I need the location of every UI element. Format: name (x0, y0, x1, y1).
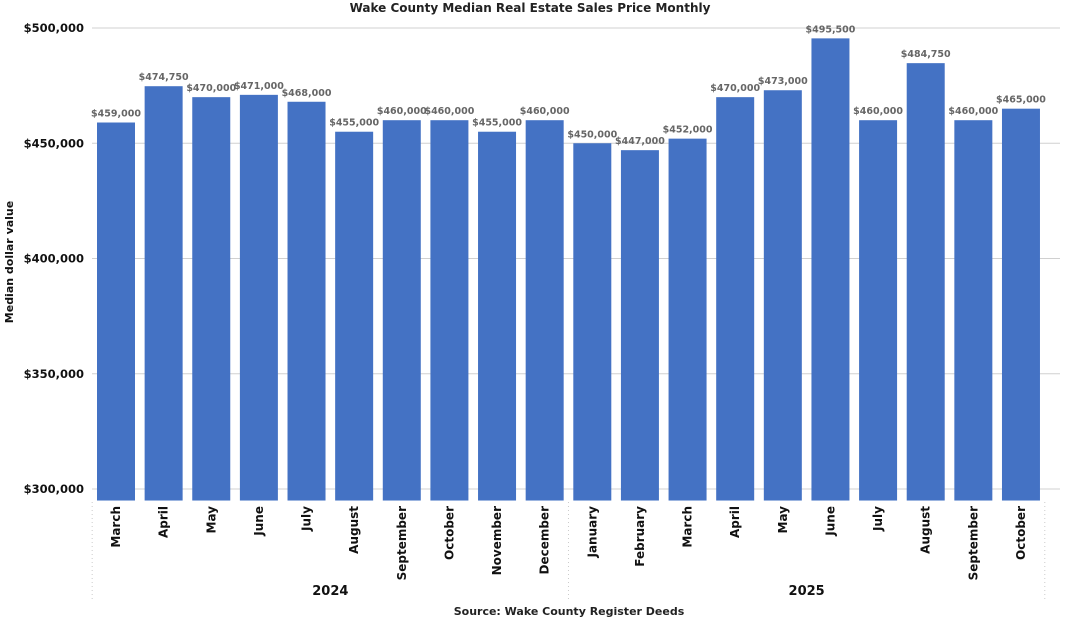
bar[interactable] (525, 120, 564, 501)
x-tick-label: March (681, 506, 695, 548)
data-label: $473,000 (758, 76, 808, 87)
source-note: Source: Wake County Register Deeds (454, 605, 685, 618)
year-group-label: 2025 (789, 584, 825, 599)
bar[interactable] (430, 120, 469, 501)
data-label: $455,000 (472, 118, 522, 129)
y-tick-label: $350,000 (24, 367, 84, 381)
data-label: $460,000 (520, 106, 570, 117)
x-tick-label: September (966, 506, 980, 580)
bar[interactable] (97, 122, 135, 501)
bar[interactable] (763, 90, 802, 501)
bar[interactable] (573, 143, 612, 501)
bar[interactable] (668, 138, 707, 501)
data-label: $471,000 (234, 81, 284, 92)
data-label: $470,000 (710, 83, 760, 94)
x-tick-label: September (395, 506, 409, 580)
bar[interactable] (859, 120, 898, 501)
data-label: $484,750 (901, 49, 951, 60)
x-tick-label: April (728, 506, 742, 538)
x-tick-label: July (300, 506, 314, 532)
x-tick-label: October (1014, 506, 1028, 560)
bar[interactable] (1001, 108, 1040, 501)
x-tick-label: February (633, 506, 647, 567)
chart-title: Wake County Median Real Estate Sales Pri… (350, 1, 711, 15)
y-tick-label: $500,000 (24, 21, 84, 35)
x-tick-label: March (109, 506, 123, 548)
data-label: $465,000 (996, 95, 1046, 106)
y-axis-label: Median dollar value (3, 201, 16, 323)
y-tick-label: $300,000 (24, 482, 84, 496)
y-tick-label: $400,000 (24, 252, 84, 266)
bar[interactable] (478, 131, 517, 501)
bar[interactable] (335, 131, 374, 501)
data-label: $460,000 (948, 106, 998, 117)
bar[interactable] (906, 63, 945, 501)
x-tick-label: June (823, 506, 837, 537)
data-label: $460,000 (424, 106, 474, 117)
data-label: $450,000 (567, 129, 617, 140)
bar[interactable] (287, 101, 326, 501)
x-tick-label: August (919, 506, 933, 554)
data-label: $470,000 (186, 83, 236, 94)
x-tick-label: January (585, 506, 599, 559)
data-label: $452,000 (663, 125, 713, 136)
x-tick-label: December (538, 506, 552, 575)
data-label: $455,000 (329, 118, 379, 129)
x-tick-label: June (252, 506, 266, 537)
bar[interactable] (620, 150, 659, 501)
bar[interactable] (382, 120, 421, 501)
bar[interactable] (239, 94, 278, 501)
x-tick-label: November (490, 506, 504, 575)
bar[interactable] (192, 97, 231, 501)
data-label: $468,000 (282, 88, 332, 99)
x-tick-label: August (347, 506, 361, 554)
data-label: $474,750 (139, 72, 189, 83)
y-tick-label: $450,000 (24, 136, 84, 150)
data-label: $495,500 (806, 24, 856, 35)
data-label: $460,000 (377, 106, 427, 117)
x-tick-label: May (204, 506, 218, 534)
data-label: $447,000 (615, 136, 665, 147)
bar[interactable] (954, 120, 993, 501)
x-tick-label: May (776, 506, 790, 534)
year-group-label: 2024 (312, 584, 348, 599)
data-label: $459,000 (91, 109, 141, 120)
bar[interactable] (716, 97, 755, 501)
data-label: $460,000 (853, 106, 903, 117)
x-tick-label: October (442, 506, 456, 560)
bar[interactable] (144, 86, 183, 501)
bar[interactable] (811, 38, 850, 501)
x-tick-label: April (157, 506, 171, 538)
x-tick-label: July (871, 506, 885, 532)
